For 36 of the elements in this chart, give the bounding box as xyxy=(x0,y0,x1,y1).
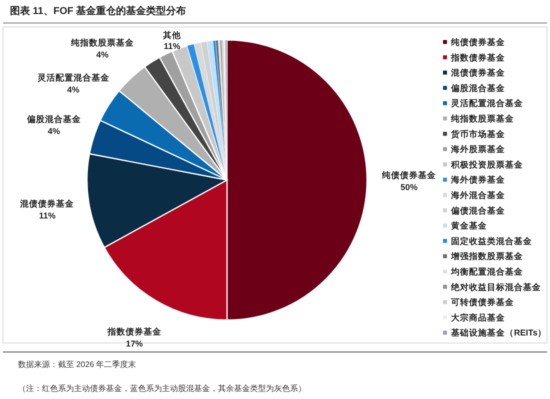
legend-label: 固定收益类混合基金 xyxy=(451,236,533,246)
legend-label: 海外债券基金 xyxy=(450,174,506,185)
legend-label: 灵活配置混合基金 xyxy=(450,98,524,108)
data-label: 4% xyxy=(96,49,109,60)
slice-label: 偏股混合基金 xyxy=(26,114,82,124)
slice-label: 灵活配置混合基金 xyxy=(36,72,110,82)
legend-label: 海外股票基金 xyxy=(450,144,506,154)
legend-label: 指数债券基金 xyxy=(450,52,506,62)
legend-label: 海外混合基金 xyxy=(450,190,506,200)
data-label: 4% xyxy=(67,84,80,94)
legend-label: 均衡配置混合基金 xyxy=(450,266,524,276)
data-label: 17% xyxy=(126,338,144,349)
slice-label: 纯债债券基金 xyxy=(381,170,437,180)
data-label: 50% xyxy=(400,182,418,192)
legend-label: 偏股混合基金 xyxy=(450,82,506,93)
legend-label: 大宗商品基金 xyxy=(451,312,506,322)
text: 其他 11% xyxy=(162,30,182,51)
data-label: 4% xyxy=(48,126,60,136)
legend-label: 绝对收益目标混合基金 xyxy=(450,282,542,292)
legend-label: 纯债债券基金 xyxy=(450,37,506,47)
chart-title: 图表 11、FOF 基金重仓的基金类型分布 xyxy=(10,5,186,17)
legend-label: 积极投资股票基金 xyxy=(450,159,524,170)
legend-label: 纯指数股票基金 xyxy=(450,114,515,124)
slice-label: 纯指数股票基金 xyxy=(70,37,135,48)
legend-label: 黄金基金 xyxy=(450,220,488,231)
legend-label: 基础设施基金（REITs） xyxy=(450,328,546,338)
slice-label: 指数债券基金 xyxy=(106,326,162,337)
source-note: 数据来源：截至 2026 年二季度末 xyxy=(18,360,136,369)
legend-label: 可转债债券基金 xyxy=(450,297,515,308)
text: （注：红色系为主动债券基金，蓝色系为主动股混基金，其余基金类型为灰色系） xyxy=(18,384,306,393)
data-label: 11% xyxy=(38,210,56,220)
legend-label: 增强指数股票基金 xyxy=(450,251,524,262)
slice-label: 混债债券基金 xyxy=(19,198,76,208)
legend-label: 混债债券基金 xyxy=(450,68,506,78)
legend-label: 偏债混合基金 xyxy=(450,205,506,216)
legend-label: 货币市场基金 xyxy=(450,128,506,139)
